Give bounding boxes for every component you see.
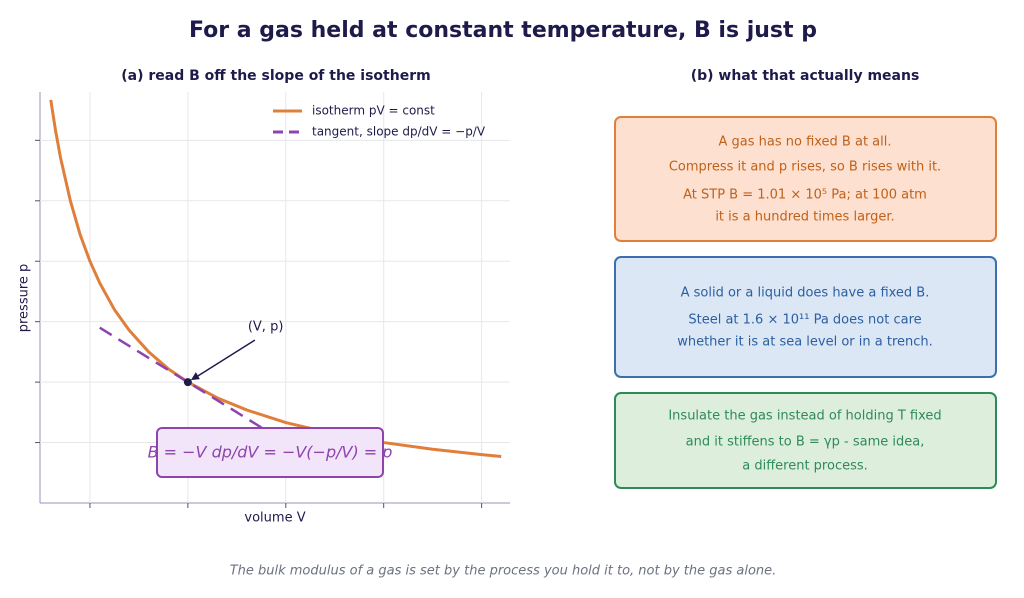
point-label: (V, p) [248, 320, 284, 335]
y-axis-label: pressure p [17, 264, 32, 333]
info-text: Steel at 1.6 × 10¹¹ Pa does not care [688, 313, 921, 328]
legend-label: tangent, slope dp/dV = −p/V [312, 125, 486, 139]
panel-title: (b) what that actually means [691, 68, 920, 84]
x-axis-label: volume V [244, 511, 305, 526]
formula: B = −V dp/dV = −V(−p/V) = p [148, 443, 393, 462]
point-marker [183, 378, 192, 387]
info-text: At STP B = 1.01 × 10⁵ Pa; at 100 atm [683, 188, 927, 203]
figure-title: For a gas held at constant temperature, … [189, 18, 817, 43]
annotation-arrow [192, 339, 256, 380]
chart-subtitle: (a) read B off the slope of the isotherm [121, 68, 430, 84]
footer-note: The bulk modulus of a gas is set by the … [230, 564, 777, 579]
info-text: and it stiffens to B = γp - same idea, [686, 435, 925, 450]
info-text: a different process. [742, 459, 868, 474]
info-text: it is a hundred times larger. [715, 210, 894, 225]
info-box [614, 256, 997, 378]
info-text: Insulate the gas instead of holding T fi… [668, 409, 941, 424]
arrow-head [190, 372, 200, 381]
info-box [614, 116, 997, 242]
info-text: A solid or a liquid does have a fixed B. [681, 286, 930, 301]
formula-box [156, 427, 384, 478]
info-box [614, 392, 997, 489]
info-text: whether it is at sea level or in a trenc… [677, 335, 933, 350]
legend-label: isotherm pV = const [312, 104, 435, 118]
series-line [99, 326, 287, 444]
series-line [49, 99, 502, 458]
info-text: Compress it and p rises, so B rises with… [669, 160, 941, 175]
info-text: A gas has no fixed B at all. [718, 135, 891, 150]
